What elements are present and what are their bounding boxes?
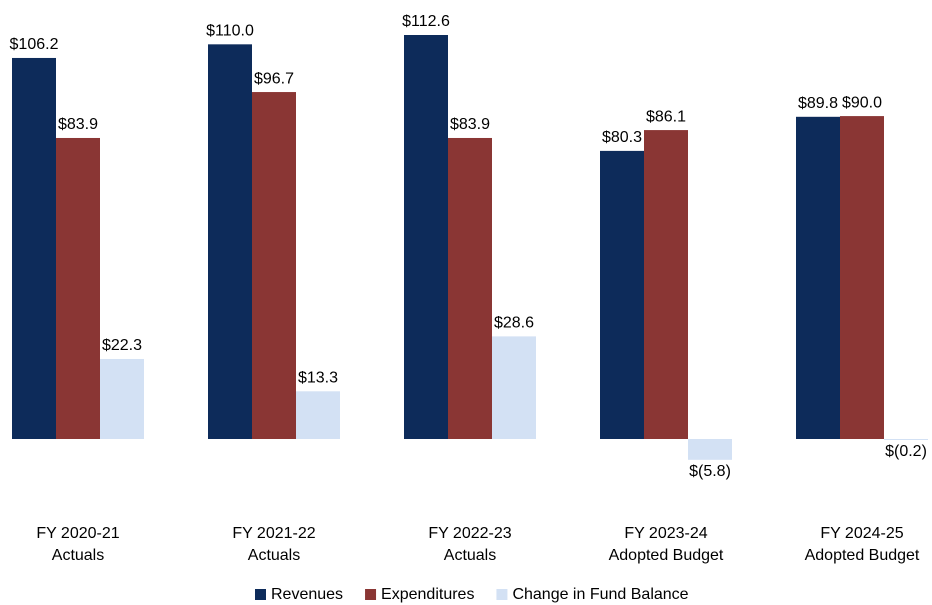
x-tick-label: FY 2021-22 Actuals	[232, 525, 316, 564]
legend-label: Revenues	[271, 586, 343, 603]
data-label: $83.9	[450, 116, 490, 133]
bar	[100, 358, 144, 439]
data-label: $96.7	[254, 70, 294, 87]
data-label: $(0.2)	[885, 443, 927, 460]
data-label: $106.2	[10, 36, 59, 53]
bar	[644, 130, 688, 439]
legend-label: Expenditures	[381, 586, 474, 603]
bar	[840, 116, 884, 439]
bar	[796, 116, 840, 439]
data-label: $80.3	[602, 129, 642, 146]
legend-swatch	[365, 589, 377, 600]
data-label: $90.0	[842, 94, 882, 111]
data-label: $13.3	[298, 369, 338, 386]
bar	[688, 439, 732, 460]
data-label: $89.8	[798, 95, 838, 112]
x-tick-label: FY 2020-21 Actuals	[36, 525, 120, 564]
bar	[12, 57, 56, 439]
bar	[56, 137, 100, 439]
legend-swatch	[255, 589, 266, 600]
bar	[884, 439, 928, 440]
legend-label: Change in Fund Balance	[512, 586, 688, 603]
x-tick-label: FY 2024-25 Adopted Budget	[804, 525, 920, 564]
bar	[208, 44, 252, 439]
bar	[296, 391, 340, 439]
bar	[404, 35, 448, 439]
data-label: $28.6	[494, 315, 534, 332]
bar	[600, 150, 644, 439]
data-label: $22.3	[102, 337, 142, 354]
data-label: $110.0	[206, 23, 254, 40]
data-label: $86.1	[646, 108, 686, 125]
x-tick-label: FY 2022-23 Actuals	[428, 525, 512, 564]
legend-swatch	[496, 589, 508, 600]
data-label: $112.6	[402, 13, 450, 30]
data-label: $(5.8)	[689, 463, 731, 480]
data-label: $83.9	[58, 116, 98, 133]
bar	[448, 137, 492, 439]
bar	[492, 336, 536, 439]
bar	[252, 92, 296, 439]
x-tick-label: FY 2023-24 Adopted Budget	[608, 525, 724, 564]
